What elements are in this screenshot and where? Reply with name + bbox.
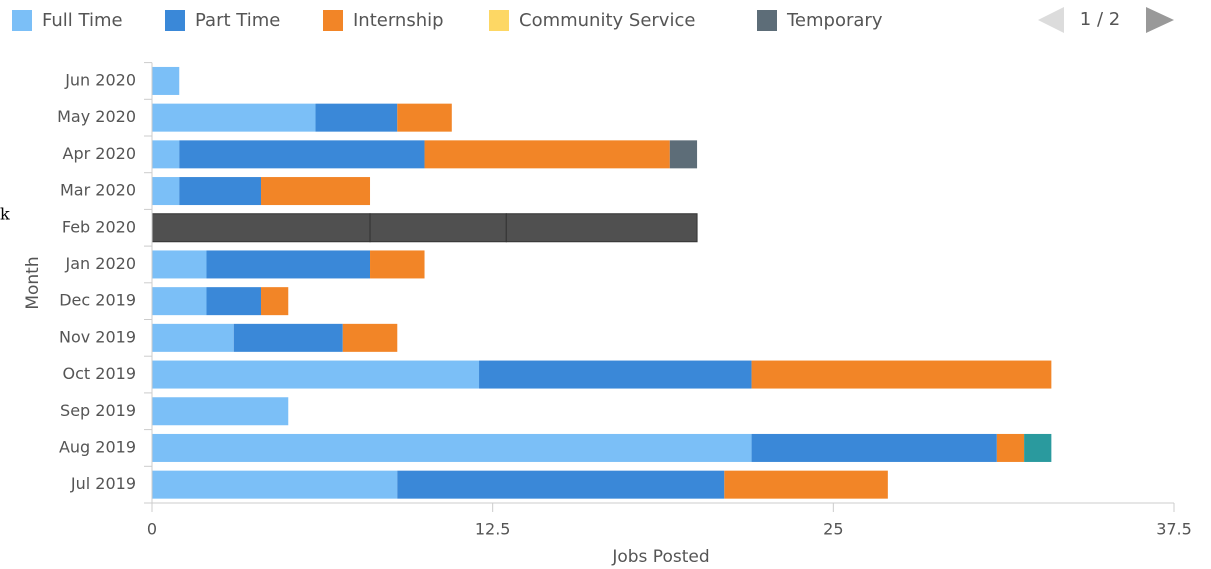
legend-label: Full Time [42, 10, 123, 31]
legend-label: Part Time [195, 10, 280, 31]
y-tick-label: Jan 2020 [65, 254, 136, 273]
legend-swatch [12, 10, 32, 31]
bar-segment [152, 140, 180, 169]
y-tick-label: Feb 2020 [62, 217, 136, 236]
bar-segment [315, 103, 398, 132]
bar-segment [342, 323, 398, 352]
legend-swatch [757, 10, 777, 31]
x-tick-label: 37.5 [1156, 520, 1192, 539]
y-tick-label: Nov 2019 [59, 327, 136, 346]
x-tick-label: 25 [823, 520, 843, 539]
legend-label: Internship [353, 10, 444, 31]
x-axis-title: Jobs Posted [611, 547, 709, 567]
bar-segment [152, 360, 480, 389]
bar-segment [152, 397, 289, 426]
y-tick-label: Apr 2020 [63, 144, 136, 163]
bar-segment [206, 250, 371, 279]
bar-segment [151, 213, 371, 243]
bar-segment [424, 140, 670, 169]
legend-swatch [323, 10, 343, 31]
bar-segment [152, 250, 207, 279]
legend: Full Time Part Time Internship Community Se… [12, 10, 883, 31]
legend-swatch [489, 10, 509, 31]
y-tick-label: Aug 2019 [59, 437, 136, 456]
bar-segment [724, 470, 888, 499]
legend-prev-page[interactable] [1038, 7, 1064, 33]
bar-segment [152, 470, 398, 499]
legend-label: Temporary [786, 10, 883, 31]
bar-segment [233, 323, 343, 352]
bar-segment [152, 103, 316, 132]
legend-label: Community Service [519, 10, 695, 31]
bar-segment [479, 360, 752, 389]
y-tick-label: May 2020 [57, 107, 136, 126]
y-tick-label: Oct 2019 [63, 364, 136, 383]
bar-segment [152, 433, 752, 462]
x-tick-label: 12.5 [475, 520, 511, 539]
x-tick-label: 0 [147, 520, 157, 539]
bar-segment [996, 433, 1025, 462]
bar-segment [152, 323, 234, 352]
bar-segment [369, 213, 507, 243]
y-tick-label: Dec 2019 [59, 291, 136, 310]
y-tick-label: Mar 2020 [60, 181, 136, 200]
legend-swatch [165, 10, 185, 31]
bar-segment [261, 287, 289, 316]
bar-segment [179, 140, 425, 169]
y-tick-label: Jun 2020 [64, 70, 136, 89]
bar-segment [505, 213, 698, 243]
bar-segment [1024, 433, 1052, 462]
bar-segment [179, 177, 262, 206]
bar-segment [261, 177, 371, 206]
bar-segment [397, 103, 452, 132]
bar-segment [206, 287, 262, 316]
bar-segment [152, 177, 180, 206]
bar-segment [751, 360, 1052, 389]
y-tick-label: Jul 2019 [70, 474, 136, 493]
y-axis-title: Month [23, 256, 43, 309]
bar-segment [152, 66, 180, 95]
bar-segment [751, 433, 997, 462]
bar-segment [370, 250, 425, 279]
legend-next-page[interactable] [1146, 7, 1174, 33]
bar-segment [152, 287, 207, 316]
bar-segment [397, 470, 725, 499]
annotation: k [0, 205, 10, 224]
bar-segment [669, 140, 698, 169]
legend-page: 1 / 2 [1080, 9, 1120, 30]
y-tick-label: Sep 2019 [60, 401, 136, 420]
